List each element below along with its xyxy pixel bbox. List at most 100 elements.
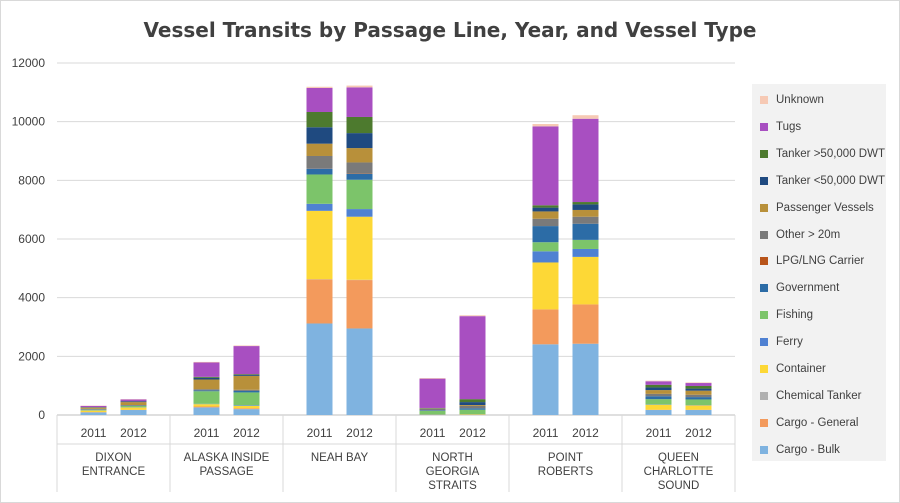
legend-swatch [760, 257, 768, 266]
legend-item: Tanker >50,000 DWT [760, 146, 885, 162]
y-tick-label: 4000 [18, 291, 45, 305]
bar-segment [459, 405, 486, 409]
bar-segment [459, 414, 486, 415]
bar-segment [532, 344, 559, 415]
bar-segment [233, 408, 260, 410]
bar-segment [233, 409, 260, 415]
bar-segment [193, 377, 220, 380]
x-year-label: 2012 [346, 426, 373, 440]
bar-segment [120, 410, 147, 415]
bar-segment [645, 390, 672, 394]
bar-segment [685, 394, 712, 398]
bar-segment [306, 155, 333, 169]
bar-segment [419, 410, 446, 411]
bar-segment [233, 405, 260, 409]
bar-segment [193, 361, 220, 363]
bar-segment [572, 204, 599, 210]
x-year-label: 2011 [533, 426, 559, 440]
bar-segment [193, 407, 220, 415]
bar-segment [120, 407, 147, 410]
bar-segment [532, 218, 559, 227]
legend-swatch [760, 418, 768, 427]
bar-segment [233, 375, 260, 390]
legend-item: Ferry [760, 334, 803, 350]
x-group-label: QUEEN [658, 452, 699, 464]
bar-segment [306, 279, 333, 324]
legend-swatch [760, 284, 768, 293]
legend [752, 84, 886, 461]
bar-segment [306, 203, 333, 211]
x-group-label: ALASKA INSIDE [184, 452, 270, 464]
bar-segment [193, 389, 220, 391]
bar-segment [346, 162, 373, 174]
bar-segment [572, 248, 599, 257]
legend-item: Unknown [760, 92, 824, 108]
bar-segment [685, 383, 712, 386]
bar-segment [685, 410, 712, 415]
bar-segment [645, 410, 672, 415]
bar-segment [532, 205, 559, 208]
bar-segment [572, 118, 599, 203]
x-year-label: 2012 [233, 426, 260, 440]
x-year-label: 2012 [685, 426, 712, 440]
bar-segment [685, 382, 712, 384]
legend-label: Tanker <50,000 DWT [776, 174, 885, 187]
bar-segment [193, 390, 220, 392]
bar-segment [80, 412, 107, 415]
legend-swatch [760, 122, 768, 131]
y-tick-label: 0 [38, 408, 45, 422]
x-year-label: 2012 [572, 426, 599, 440]
y-tick-label: 10000 [12, 115, 46, 129]
x-group-label: POINT [548, 452, 583, 464]
y-tick-label: 12000 [12, 56, 46, 70]
legend-label: Other > 20m [776, 228, 841, 241]
bar-segment [532, 242, 559, 252]
legend-item: Government [760, 280, 839, 296]
bar-segment [419, 410, 446, 415]
bar-segment [346, 209, 373, 217]
legend-label: Cargo - General [776, 416, 859, 429]
legend-label: Passenger Vessels [776, 201, 874, 214]
bar-segment [306, 127, 333, 144]
bar-segment [233, 346, 260, 375]
bar-segment [645, 404, 672, 410]
legend-swatch [760, 445, 768, 454]
x-group-label: ROBERTS [538, 466, 594, 478]
bar-segment [346, 87, 373, 117]
x-year-label: 2011 [646, 426, 672, 440]
bar-segment [193, 362, 220, 377]
x-group-label: DIXON [95, 452, 131, 464]
legend-label: Tanker >50,000 DWT [776, 147, 885, 160]
bar-segment [645, 393, 672, 397]
bar-segment [572, 216, 599, 224]
x-group-label: GEORGIA [426, 466, 480, 478]
bar-segment [120, 401, 147, 403]
bar-segment [233, 345, 260, 347]
bar-segment [645, 380, 672, 382]
x-year-label: 2012 [120, 426, 147, 440]
x-group-label: PASSAGE [199, 466, 253, 478]
legend-swatch [760, 230, 768, 239]
bar-segment [532, 262, 559, 310]
bar-segment [346, 280, 373, 329]
bar-segment [306, 143, 333, 156]
bar-segment [459, 409, 486, 415]
legend-label: Ferry [776, 336, 803, 349]
legend-label: Cargo - Bulk [776, 443, 840, 456]
bar-segment [572, 343, 599, 415]
legend-item: Chemical Tanker [760, 388, 861, 404]
bar-segment [419, 378, 446, 408]
legend-item: LPG/LNG Carrier [760, 253, 864, 269]
legend-swatch [760, 203, 768, 212]
legend-label: Container [776, 363, 826, 375]
bar-segment [419, 408, 446, 411]
bar-segment [459, 315, 486, 317]
bar-segment [572, 202, 599, 205]
x-group-label: NEAH BAY [311, 452, 369, 464]
bar-segment [193, 391, 220, 404]
bar-segment [572, 115, 599, 119]
legend-swatch [760, 96, 768, 104]
bar-segment [532, 126, 559, 206]
legend-label: Unknown [776, 94, 824, 106]
